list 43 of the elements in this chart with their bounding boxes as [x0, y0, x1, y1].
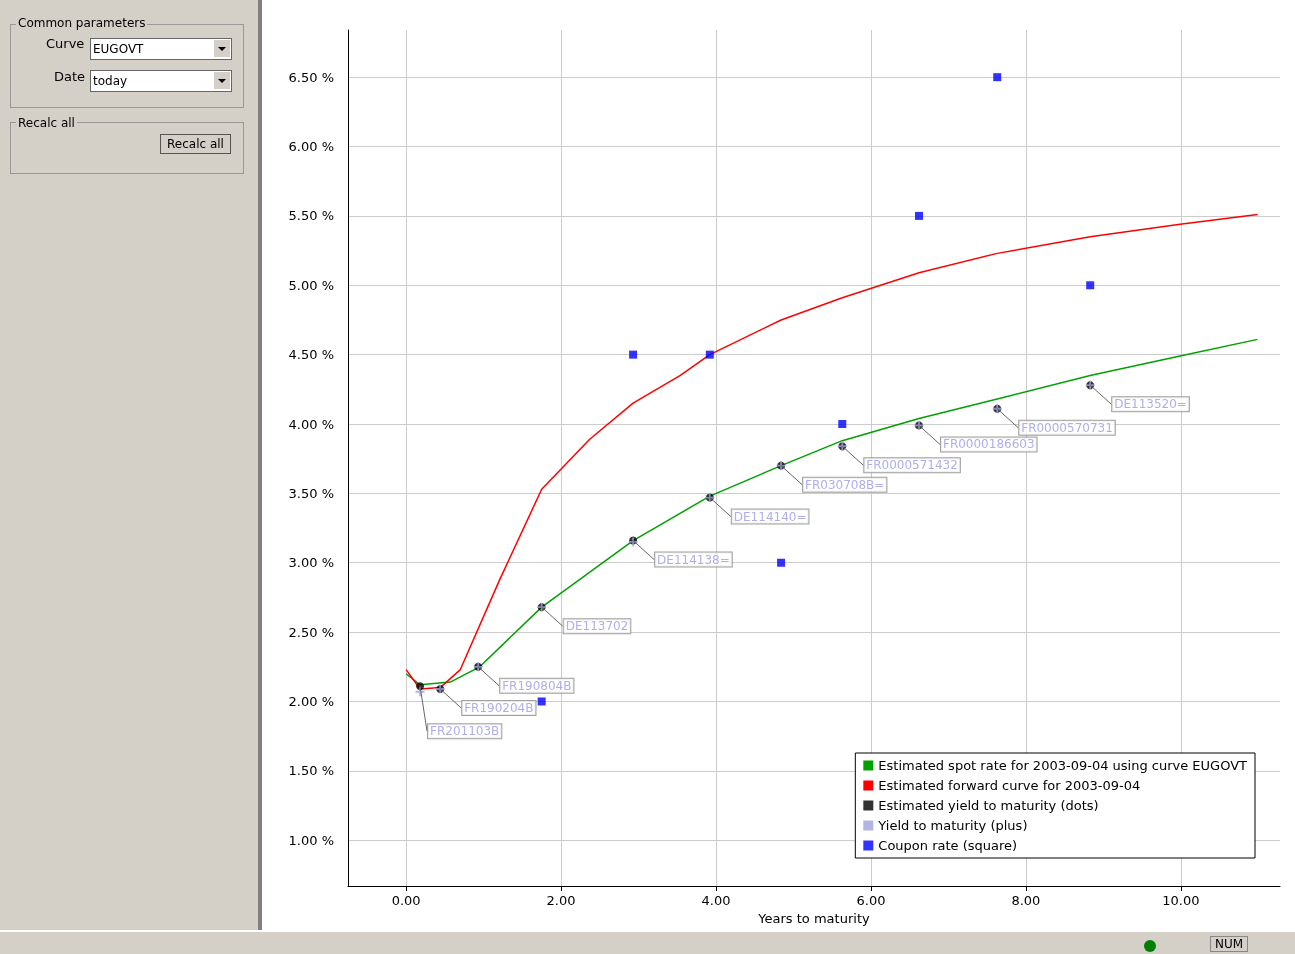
legend-label: Yield to maturity (plus)	[877, 818, 1028, 833]
y-tick-label: 4.50 %	[288, 347, 334, 363]
y-tick-label: 3.50 %	[288, 485, 334, 501]
text: Curve	[44, 36, 87, 51]
annotation: FR0000186603	[942, 437, 1035, 452]
annotation: FR0000570731	[1021, 420, 1113, 435]
text: NUM	[1210, 936, 1249, 952]
text: Common parameters	[16, 16, 148, 30]
y-tick-label: 1.00 %	[288, 832, 334, 848]
y-tick-label: 5.50 %	[288, 208, 334, 224]
text: today	[90, 70, 232, 92]
x-axis-title: Years to maturity	[757, 911, 870, 926]
x-tick-label: 0.00	[391, 893, 421, 908]
y-tick-label: 3.00 %	[288, 555, 334, 571]
annotation: DE113702	[565, 619, 629, 634]
y-tick-label: 4.00 %	[288, 416, 334, 432]
y-tick-label: 2.50 %	[288, 624, 334, 640]
annotation: FR201103B	[430, 724, 500, 739]
text: Recalc all	[160, 134, 231, 154]
annotation: DE114140=	[733, 509, 807, 524]
annotation: DE114138=	[657, 552, 730, 567]
y-tick-label: 6.50 %	[288, 69, 334, 85]
x-tick-label: 4.00	[701, 893, 731, 908]
y-tick-label: 6.00 %	[288, 139, 334, 155]
annotation: FR190804B	[502, 678, 572, 693]
x-tick-label: 8.00	[1011, 893, 1041, 908]
text: Recalc all	[16, 116, 77, 130]
x-tick-label: 10.00	[1162, 893, 1200, 908]
x-tick-label: 2.00	[546, 893, 576, 908]
annotation: FR190204B	[464, 701, 534, 715]
legend-label: Estimated forward curve for 2003-09-04	[878, 778, 1141, 793]
annotation: FR0000571432	[866, 458, 958, 473]
text: Date	[52, 69, 88, 84]
legend-label: Estimated yield to maturity (dots)	[878, 798, 1099, 813]
y-tick-label: 1.50 %	[288, 763, 334, 779]
annotation: DE113520=	[1114, 397, 1187, 412]
text: EUGOVT	[90, 38, 232, 60]
annotation: FR030708B=	[805, 477, 885, 492]
y-tick-label: 2.00 %	[288, 693, 334, 709]
y-tick-label: 5.00 %	[288, 277, 334, 293]
legend-label: Estimated spot rate for 2003-09-04 using curve EUGOVT	[878, 758, 1248, 773]
x-tick-label: 6.00	[856, 893, 886, 908]
legend-label: Coupon rate (square)	[878, 838, 1018, 853]
